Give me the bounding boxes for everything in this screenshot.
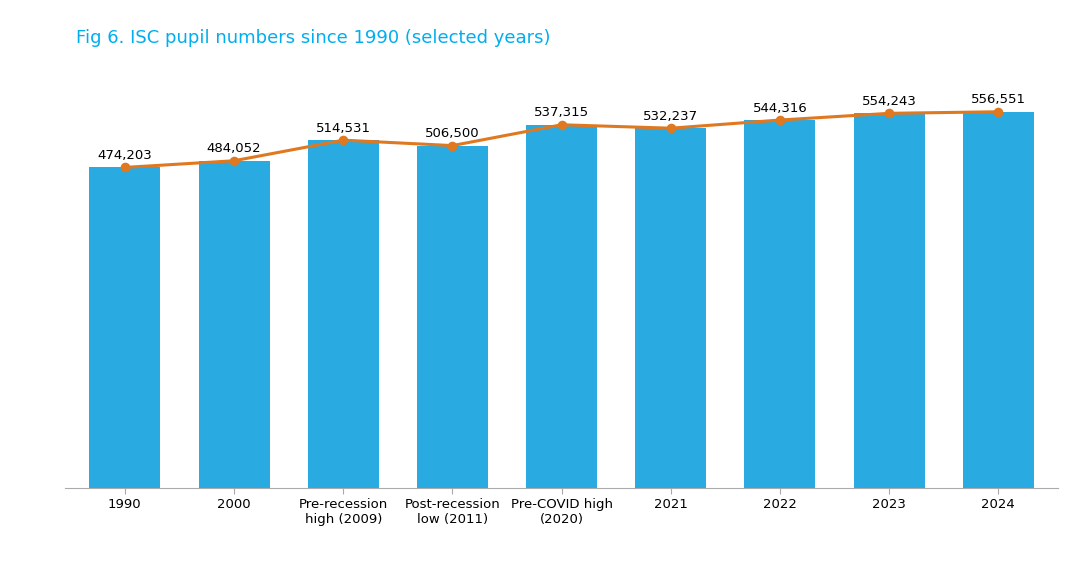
Point [335,135,352,145]
Point [662,123,679,133]
Text: 554,243: 554,243 [862,95,917,108]
Bar [744,120,815,488]
Bar [635,128,706,488]
Point [989,107,1007,117]
Bar [308,140,379,488]
Text: 506,500: 506,500 [426,127,480,140]
Text: 474,203: 474,203 [97,149,152,162]
Bar [90,168,160,488]
Point [226,156,243,165]
Bar [417,146,488,488]
Text: Fig 6. ISC pupil numbers since 1990 (selected years): Fig 6. ISC pupil numbers since 1990 (sel… [76,29,550,46]
Text: 537,315: 537,315 [534,106,590,119]
Text: 544,316: 544,316 [753,102,808,115]
Point [771,115,788,125]
Bar [963,112,1034,488]
Text: 556,551: 556,551 [971,94,1026,106]
Text: 484,052: 484,052 [206,142,261,156]
Point [880,108,897,118]
Point [553,120,570,129]
Bar [199,161,270,488]
Text: 514,531: 514,531 [315,122,370,135]
Point [444,141,461,150]
Bar [526,125,597,488]
Bar [853,113,924,488]
Point [117,163,134,172]
Text: 532,237: 532,237 [644,110,699,123]
